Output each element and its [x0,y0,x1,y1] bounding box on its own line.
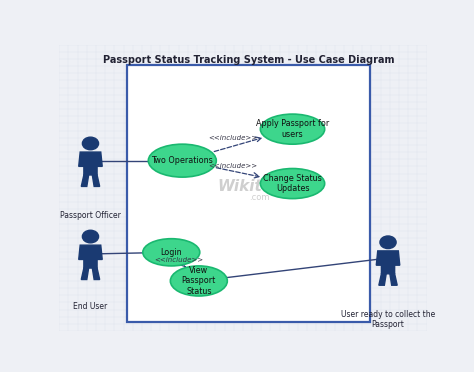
Polygon shape [82,268,89,279]
Polygon shape [92,268,100,279]
Text: Change Status
Updates: Change Status Updates [263,174,322,193]
Polygon shape [379,274,386,285]
Text: Passport Officer: Passport Officer [60,211,121,220]
Text: Apply Passport for
users: Apply Passport for users [256,119,329,139]
Polygon shape [92,175,100,186]
Text: Passport Status Tracking System - Use Case Diagram: Passport Status Tracking System - Use Ca… [103,55,394,65]
Circle shape [82,230,99,243]
Circle shape [82,137,99,150]
Ellipse shape [260,114,325,144]
Text: <<include>>: <<include>> [155,257,204,263]
Ellipse shape [143,239,200,266]
Polygon shape [82,175,89,186]
Text: Two Operations: Two Operations [151,156,213,165]
Text: <<include>>: <<include>> [208,135,257,141]
Polygon shape [376,251,400,274]
Ellipse shape [148,144,216,177]
Text: Login: Login [161,248,182,257]
Text: View
Passport
Status: View Passport Status [182,266,216,296]
Polygon shape [79,245,102,268]
Text: Wikitechy: Wikitechy [217,179,302,194]
Text: .com: .com [249,193,270,202]
Ellipse shape [170,266,228,296]
Text: End User: End User [73,302,108,311]
Circle shape [380,236,396,248]
Bar [127,65,370,323]
Text: User ready to collect the
Passport: User ready to collect the Passport [341,310,435,329]
Text: <<include>>: <<include>> [208,163,257,169]
Polygon shape [390,274,397,285]
Ellipse shape [260,169,325,199]
Polygon shape [79,152,102,175]
